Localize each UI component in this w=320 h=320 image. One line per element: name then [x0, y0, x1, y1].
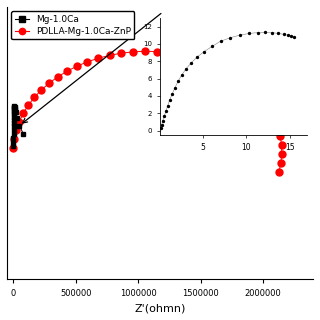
Legend: Mg-1.0Ca, PDLLA-Mg-1.0Ca-ZnP: Mg-1.0Ca, PDLLA-Mg-1.0Ca-ZnP — [12, 12, 134, 39]
X-axis label: Z'(ohmn): Z'(ohmn) — [134, 303, 186, 313]
